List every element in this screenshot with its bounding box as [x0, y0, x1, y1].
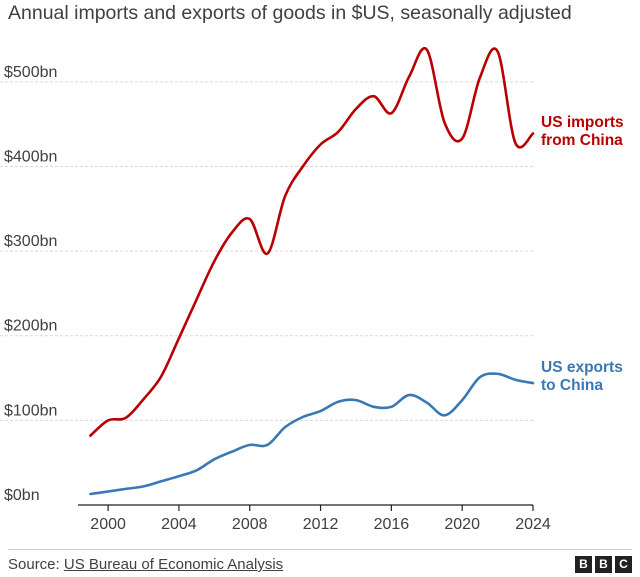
bbc-logo-letter: B [575, 556, 592, 573]
bbc-logo: B B C [575, 556, 632, 573]
series-label: from China [541, 132, 623, 149]
x-tick-label: 2024 [515, 516, 551, 533]
y-tick-label: $300bn [4, 233, 57, 250]
y-tick-label: $400bn [4, 148, 57, 165]
x-axis: 2000 2004 2008 2012 2016 2020 2024 [78, 504, 551, 533]
y-tick-label: $200bn [4, 318, 57, 335]
x-tick-label: 2016 [374, 516, 410, 533]
x-tick-label: 2020 [444, 516, 480, 533]
chart-title: Annual imports and exports of goods in $… [8, 2, 572, 24]
bbc-logo-letter: C [615, 556, 632, 573]
series-lines [89, 46, 535, 496]
x-tick-label: 2012 [303, 516, 339, 533]
y-tick-label: $0bn [4, 487, 40, 504]
source-note: Source: US Bureau of Economic Analysis [8, 556, 283, 573]
series-line [89, 46, 535, 437]
y-tick-label: $100bn [4, 402, 57, 419]
series-label: US exports [541, 359, 623, 376]
series-label: US imports [541, 114, 624, 131]
gridlines [0, 81, 533, 421]
footer-divider [8, 549, 632, 550]
source-prefix: Source: [8, 556, 64, 573]
x-tick-label: 2008 [232, 516, 268, 533]
series-line [89, 372, 535, 496]
source-link[interactable]: US Bureau of Economic Analysis [63, 556, 284, 573]
line-chart: $0bn$100bn$200bn$300bn$400bn$500bn 2000 2… [0, 46, 624, 533]
bbc-logo-letter: B [595, 556, 612, 573]
x-tick-label: 2000 [90, 516, 126, 533]
series-label: to China [541, 377, 603, 394]
y-tick-label: $500bn [4, 64, 57, 81]
x-tick-label: 2004 [161, 516, 197, 533]
y-axis: $0bn $100bn $200bn $300bn $400bn $500bn [4, 64, 57, 504]
